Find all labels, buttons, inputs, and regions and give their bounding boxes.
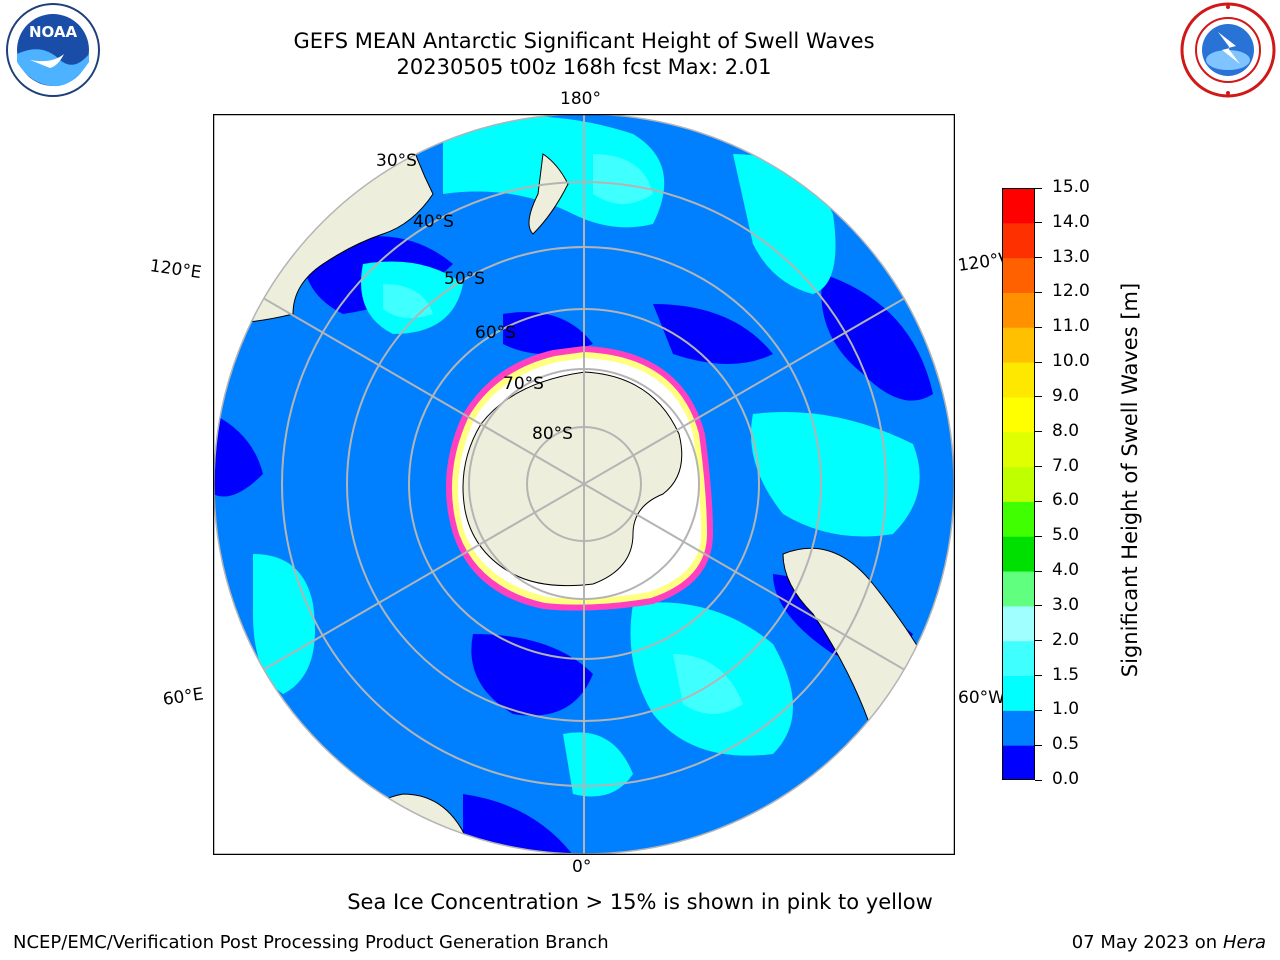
lat-label-80s: 80°S: [532, 424, 573, 444]
colorbar-tick-mark: [1035, 535, 1042, 537]
chart-title: GEFS MEAN Antarctic Significant Height o…: [293, 29, 875, 53]
chart-subtitle: 20230505 t00z 168h fcst Max: 2.01: [396, 55, 772, 79]
lon-label-60w: 60°W: [958, 688, 1005, 708]
colorbar-tick-mark: [1035, 500, 1042, 502]
colorbar-tick-mark: [1035, 222, 1042, 224]
colorbar-tick-label: 12.0: [1052, 281, 1090, 302]
nws-logo: [1180, 2, 1276, 98]
colorbar-tick-label: 5.0: [1052, 525, 1080, 546]
lon-label-60e: 60°E: [161, 684, 205, 710]
colorbar-tick-label: 8.0: [1052, 420, 1080, 441]
colorbar-tick-mark: [1035, 291, 1042, 293]
colorbar-tick-mark: [1035, 744, 1042, 746]
lon-label-180: 180°: [560, 89, 601, 109]
colorbar-swatch: [1002, 257, 1035, 293]
lon-label-120e: 120°E: [148, 256, 203, 284]
colorbar-swatch: [1002, 327, 1035, 363]
credit-text: NCEP/EMC/Verification Post Processing Pr…: [13, 932, 609, 953]
colorbar-tick-mark: [1035, 431, 1042, 433]
colorbar-swatch: [1002, 675, 1035, 711]
lat-label-30s: 30°S: [376, 151, 417, 171]
colorbar-tick-label: 15.0: [1052, 177, 1090, 197]
colorbar-tick-label: 2.0: [1052, 629, 1080, 650]
colorbar-swatch: [1002, 222, 1035, 259]
colorbar-swatch: [1002, 571, 1035, 607]
colorbar-swatch: [1002, 188, 1035, 224]
machine-name: Hera: [1222, 932, 1266, 953]
colorbar-tick-label: 1.5: [1052, 664, 1080, 685]
colorbar-tick-mark: [1035, 396, 1042, 398]
sea-ice-note: Sea Ice Concentration > 15% is shown in …: [347, 890, 933, 914]
lat-label-50s: 50°S: [444, 269, 485, 289]
colorbar-swatch: [1002, 536, 1035, 572]
colorbar-tick-label: 1.0: [1052, 699, 1080, 720]
colorbar-swatch: [1002, 501, 1035, 537]
lat-label-70s: 70°S: [503, 374, 544, 394]
colorbar-label: Significant Height of Swell Waves [m]: [1118, 282, 1142, 678]
colorbar-swatch: [1002, 292, 1035, 328]
colorbar-swatch: [1002, 396, 1035, 433]
colorbar-tick-label: 11.0: [1052, 316, 1090, 337]
colorbar-tick-label: 3.0: [1052, 594, 1080, 615]
colorbar-tick-label: 4.0: [1052, 560, 1080, 581]
colorbar-tick-mark: [1035, 326, 1042, 328]
date-text: 07 May 2023 on Hera: [1072, 932, 1266, 953]
colorbar-label-box: Significant Height of Swell Waves [m]: [1100, 283, 1160, 677]
colorbar-swatch: [1002, 466, 1035, 502]
colorbar-swatch: [1002, 710, 1035, 746]
colorbar-tick-mark: [1035, 779, 1042, 781]
colorbar: [1002, 188, 1035, 780]
polar-map: [213, 114, 955, 855]
colorbar-tick-mark: [1035, 187, 1042, 189]
graticule: [214, 114, 954, 854]
colorbar-tick-label: 10.0: [1052, 351, 1090, 372]
date-prefix: 07 May 2023 on: [1071, 932, 1218, 953]
colorbar-tick-label: 0.5: [1052, 734, 1080, 755]
colorbar-swatch: [1002, 431, 1035, 468]
colorbar-tick-label: 14.0: [1052, 211, 1090, 232]
lat-label-40s: 40°S: [413, 212, 454, 232]
colorbar-swatch: [1002, 745, 1035, 780]
lat-label-60s: 60°S: [475, 323, 516, 343]
colorbar-swatch: [1002, 605, 1035, 642]
noaa-logo: NOAA: [6, 3, 100, 97]
colorbar-tick-mark: [1035, 361, 1042, 363]
colorbar-tick-label: 7.0: [1052, 455, 1080, 476]
colorbar-tick-mark: [1035, 675, 1042, 677]
colorbar-tick-mark: [1035, 709, 1042, 711]
colorbar-tick-label: 13.0: [1052, 246, 1090, 267]
colorbar-tick-mark: [1035, 466, 1042, 468]
colorbar-tick-mark: [1035, 605, 1042, 607]
colorbar-tick-mark: [1035, 257, 1042, 259]
colorbar-swatch: [1002, 640, 1035, 677]
colorbar-swatch: [1002, 362, 1035, 398]
noaa-logo-text: NOAA: [29, 23, 78, 41]
colorbar-border: [1002, 188, 1035, 780]
colorbar-tick-label: 9.0: [1052, 385, 1080, 406]
lon-label-0: 0°: [572, 857, 592, 877]
colorbar-tick-mark: [1035, 570, 1042, 572]
colorbar-tick-mark: [1035, 640, 1042, 642]
colorbar-tick-label: 0.0: [1052, 769, 1080, 789]
colorbar-tick-label: 6.0: [1052, 490, 1080, 511]
